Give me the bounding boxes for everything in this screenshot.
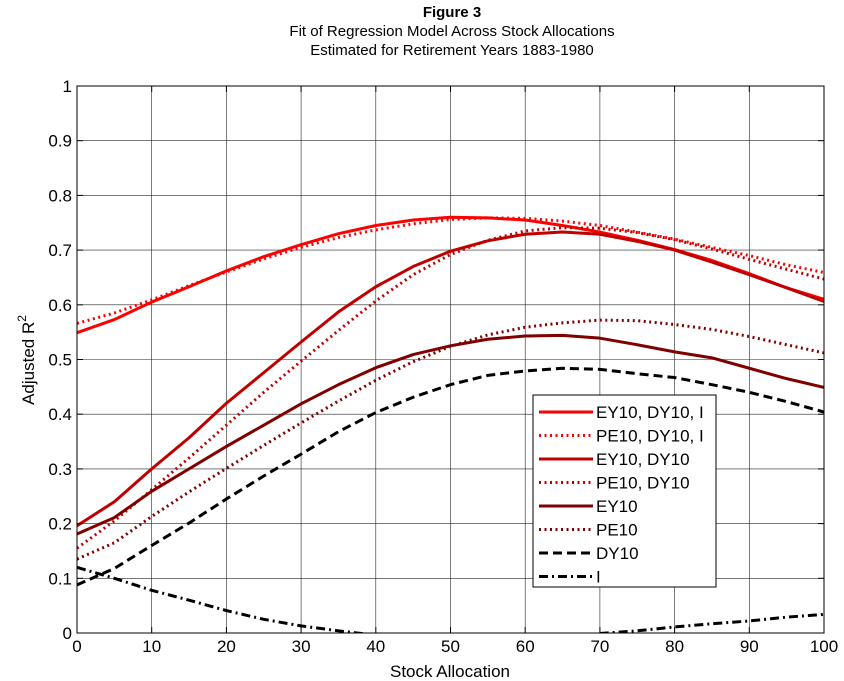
y-axis-label-text: Adjusted R — [19, 322, 38, 405]
y-tick-label: 0.8 — [48, 186, 72, 205]
legend-label: I — [596, 568, 601, 587]
series-line-6 — [77, 318, 824, 561]
x-tick-label: 0 — [72, 637, 81, 656]
x-tick-label: 30 — [292, 637, 311, 656]
y-tick-label: 0.9 — [48, 132, 72, 151]
x-tick-labels: 0 10 20 30 40 50 60 70 80 90 100 — [72, 637, 838, 656]
x-tick-label: 20 — [217, 637, 236, 656]
chart-title: Figure 3 — [423, 4, 481, 21]
series-line-3 — [77, 230, 824, 528]
y-tick-label: 1 — [63, 77, 72, 96]
legend-box — [532, 394, 717, 588]
legend-label: PE10, DY10, I — [596, 427, 704, 446]
y-tick-label: 0 — [63, 624, 72, 643]
series-line-4 — [77, 226, 824, 550]
x-tick-label: 70 — [590, 637, 609, 656]
y-tick-label: 0.3 — [48, 460, 72, 479]
x-tick-label: 50 — [441, 637, 460, 656]
x-tick-label: 40 — [366, 637, 385, 656]
legend-items: EY10, DY10, I PE10, DY10, I EY10, DY10 PE10… — [539, 403, 704, 587]
series-lines — [77, 215, 824, 633]
x-tick-label: 80 — [665, 637, 684, 656]
x-tick-label: 60 — [516, 637, 535, 656]
legend-label: EY10, DY10 — [596, 450, 690, 469]
x-tick-label: 10 — [142, 637, 161, 656]
y-tick-labels: 0 0.1 0.2 0.3 0.4 0.5 0.6 0.7 0.8 0.9 1 — [48, 77, 72, 643]
y-tick-label: 0.6 — [48, 296, 72, 315]
y-tick-label: 0.2 — [48, 515, 72, 534]
series-line-7 — [77, 366, 824, 587]
legend-label: EY10, DY10, I — [596, 403, 704, 422]
series-line-5 — [77, 333, 824, 536]
y-tick-label: 0.1 — [48, 569, 72, 588]
x-axis-label: Stock Allocation — [390, 662, 510, 681]
y-tick-label: 0.5 — [48, 351, 72, 370]
y-tick-label: 0.4 — [48, 405, 72, 424]
x-tick-label: 100 — [810, 637, 838, 656]
y-tick-label: 0.7 — [48, 241, 72, 260]
y-axis-label-superscript: 2 — [15, 315, 29, 322]
legend-label: EY10 — [596, 497, 638, 516]
series-line-8 — [77, 565, 824, 633]
legend-label: PE10 — [596, 521, 638, 540]
y-axis-label: Adjusted R2 — [15, 315, 38, 405]
legend: EY10, DY10, I PE10, DY10, I EY10, DY10 PE10… — [532, 394, 717, 588]
x-tick-label: 90 — [740, 637, 759, 656]
tick-marks — [76, 85, 825, 634]
legend-label: DY10 — [596, 544, 639, 563]
chart-subtitle-line-1: Fit of Regression Model Across Stock All… — [289, 23, 614, 40]
legend-label: PE10, DY10 — [596, 474, 690, 493]
chart-subtitle-line-2: Estimated for Retirement Years 1883-1980 — [310, 42, 594, 59]
